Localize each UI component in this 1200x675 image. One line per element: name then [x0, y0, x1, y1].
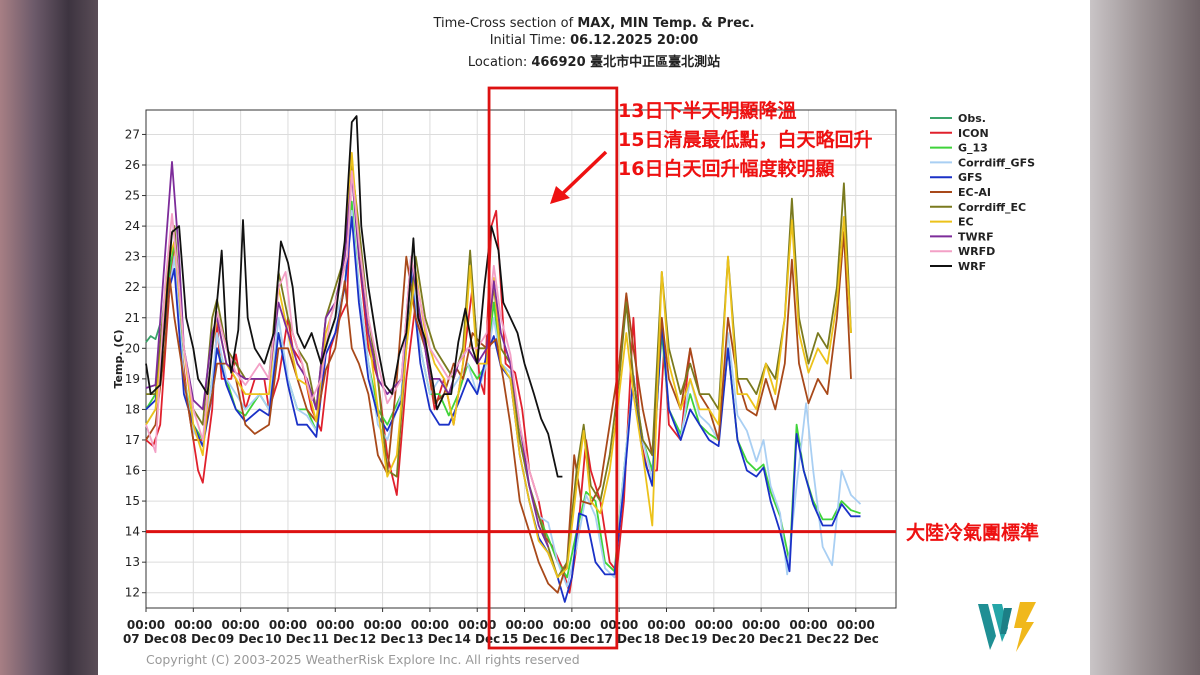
- x-tick-time-label: 00:00: [647, 618, 685, 632]
- series-line-wrf: [145, 115, 563, 478]
- annotation-arrow-head: [550, 186, 570, 204]
- x-tick-date-label: 20 Dec: [738, 632, 784, 646]
- x-tick-time-label: 00:00: [174, 618, 212, 632]
- series-line-ec: [145, 151, 852, 579]
- x-tick-time-label: 00:00: [695, 618, 733, 632]
- x-tick-date-label: 08 Dec: [170, 632, 216, 646]
- legend-label: TWRF: [958, 230, 994, 243]
- background-left: [0, 0, 98, 675]
- annotation-line-1: 13日下半天明顯降溫: [618, 100, 797, 122]
- x-tick-time-label: 00:00: [505, 618, 543, 632]
- x-tick-date-label: 22 Dec: [833, 632, 879, 646]
- x-tick-date-label: 11 Dec: [312, 632, 358, 646]
- chart-title-line-1: Time-Cross section of MAX, MIN Temp. & P…: [433, 16, 755, 31]
- x-tick-time-label: 00:00: [127, 618, 165, 632]
- y-tick-label: 26: [125, 158, 140, 172]
- cold-air-mass-label: 大陸冷氣團標準: [906, 522, 1040, 544]
- series-line-obs-: [145, 323, 162, 343]
- y-axis-label: Temp. (C): [112, 330, 125, 389]
- legend-label: WRFD: [958, 245, 995, 258]
- x-tick-date-label: 19 Dec: [691, 632, 737, 646]
- y-tick-label: 21: [125, 311, 140, 325]
- x-tick-date-label: 14 Dec: [454, 632, 500, 646]
- plot-frame: [145, 109, 897, 609]
- y-tick-label: 25: [125, 189, 140, 203]
- legend-label: G_13: [958, 142, 988, 155]
- x-tick-date-label: 10 Dec: [265, 632, 311, 646]
- legend-label: Obs.: [958, 112, 986, 125]
- copyright-text: Copyright (C) 2003-2025 WeatherRisk Expl…: [146, 652, 580, 667]
- x-tick-time-label: 00:00: [553, 618, 591, 632]
- series-line-corrdiff-ec: [146, 164, 852, 579]
- background-right: [1090, 0, 1200, 675]
- y-tick-label: 23: [125, 250, 140, 264]
- x-tick-time-label: 00:00: [363, 618, 401, 632]
- x-tick-time-label: 00:00: [600, 618, 638, 632]
- x-tick-date-label: 07 Dec: [123, 632, 169, 646]
- chart-title-line-3: Location: 466920 臺北市中正區臺北測站: [467, 55, 721, 70]
- x-tick-time-label: 00:00: [316, 618, 354, 632]
- chart-title-line-2: Initial Time: 06.12.2025 20:00: [489, 33, 699, 48]
- y-tick-label: 19: [125, 372, 140, 386]
- annotation-line-2: 15日清晨最低點，白天略回升: [618, 129, 873, 151]
- y-tick-label: 15: [125, 494, 140, 508]
- y-tick-label: 18: [125, 402, 140, 416]
- x-tick-time-label: 00:00: [458, 618, 496, 632]
- legend-label: Corrdiff_GFS: [958, 156, 1035, 169]
- series-line-corrdiff-gfs: [145, 209, 862, 588]
- x-tick-date-label: 17 Dec: [596, 632, 642, 646]
- y-tick-label: 17: [125, 433, 140, 447]
- x-tick-time-label: 00:00: [789, 618, 827, 632]
- x-tick-date-label: 16 Dec: [549, 632, 595, 646]
- highlight-box: [487, 86, 619, 650]
- y-tick-label: 12: [125, 586, 140, 600]
- weatherrisk-logo: [978, 602, 1036, 652]
- series-line-wrfd: [145, 170, 540, 502]
- x-tick-time-label: 00:00: [742, 618, 780, 632]
- x-tick-time-label: 00:00: [411, 618, 449, 632]
- annotation-arrow-shaft: [558, 150, 608, 198]
- temperature-line-chart: 12 13 14 15 16 17 18 19 20 21 22 23 24 25 26 27 Temp. (C…: [112, 86, 1035, 650]
- x-tick-date-label: 13 Dec: [407, 632, 453, 646]
- x-tick-date-label: 09 Dec: [218, 632, 264, 646]
- legend-label: WRF: [958, 260, 986, 273]
- y-tick-label: 27: [125, 127, 140, 141]
- x-tick-time-label: 00:00: [222, 618, 260, 632]
- y-tick-label: 20: [125, 341, 140, 355]
- series-line-icon: [145, 154, 692, 594]
- x-tick-time-label: 00:00: [269, 618, 307, 632]
- y-tick-label: 24: [125, 219, 140, 233]
- x-tick-time-label: 00:00: [837, 618, 875, 632]
- x-tick-date-label: 15 Dec: [502, 632, 548, 646]
- legend-label: EC-AI: [958, 186, 991, 199]
- x-tick-date-label: 21 Dec: [785, 632, 831, 646]
- series-line-ec-ai: [145, 231, 852, 594]
- series-line-twrf: [145, 161, 550, 548]
- x-tick-date-label: 18 Dec: [643, 632, 689, 646]
- y-tick-label: 13: [125, 555, 140, 569]
- y-tick-label: 14: [125, 525, 140, 539]
- y-tick-label: 16: [125, 464, 140, 478]
- legend-label: GFS: [958, 171, 983, 184]
- y-tick-label: 22: [125, 280, 140, 294]
- x-tick-date-label: 12 Dec: [360, 632, 406, 646]
- legend-label: ICON: [958, 127, 989, 140]
- legend-label: EC: [958, 216, 974, 229]
- chart-panel: Time-Cross section of MAX, MIN Temp. & P…: [98, 0, 1090, 675]
- annotation-line-3: 16日白天回升幅度較明顯: [618, 158, 835, 180]
- legend-label: Corrdiff_EC: [958, 201, 1026, 214]
